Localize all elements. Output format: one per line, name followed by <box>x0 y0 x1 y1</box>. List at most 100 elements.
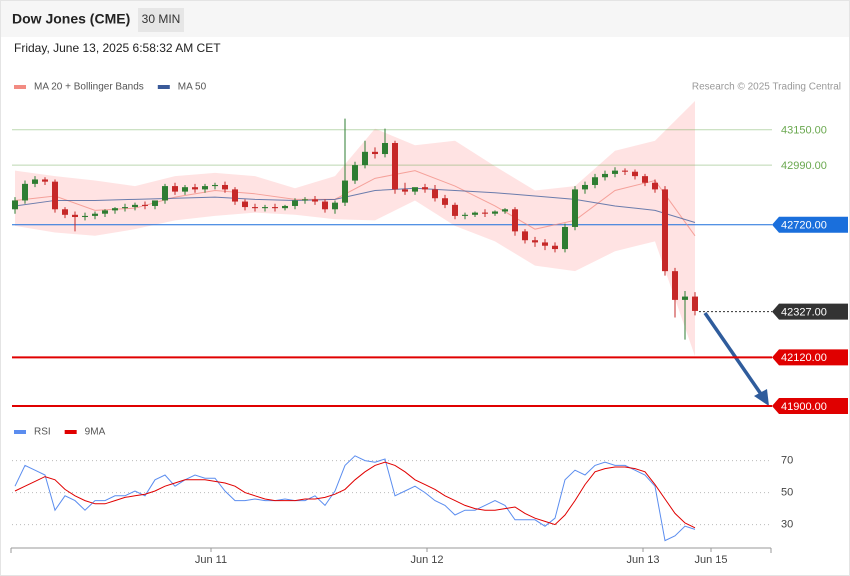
candle-body <box>82 215 88 218</box>
candle-body <box>172 186 178 192</box>
bollinger-band <box>15 101 695 357</box>
legend-swatch <box>64 430 77 434</box>
x-tick-label: Jun 11 <box>195 554 227 566</box>
forecast-arrowhead <box>754 389 769 406</box>
candle-body <box>662 189 668 272</box>
candle-body <box>62 209 68 215</box>
legend-label: MA 50 <box>178 82 207 93</box>
candle-body <box>132 204 138 208</box>
price-tag-label: 42720.00 <box>781 220 827 232</box>
candle-body <box>562 226 568 250</box>
candle-body <box>322 201 328 210</box>
candle-body <box>252 207 258 209</box>
x-tick-label: Jun 12 <box>410 554 443 566</box>
y-tick-label: 30 <box>781 519 793 531</box>
candle-body <box>432 189 438 199</box>
candle-body <box>282 205 288 209</box>
candle-body <box>642 176 648 183</box>
candle-body <box>292 200 298 206</box>
candle-body <box>572 189 578 227</box>
candle-body <box>32 179 38 184</box>
candle-body <box>522 231 528 241</box>
candle-body <box>42 179 48 182</box>
candle-body <box>152 200 158 206</box>
candle-body <box>272 207 278 209</box>
price-level-label: 43150.00 <box>781 125 827 137</box>
candle-body <box>422 187 428 190</box>
candle-body <box>302 199 308 201</box>
x-tick-label: Jun 13 <box>626 554 659 566</box>
candle-body <box>602 173 608 178</box>
interval: 30 MIN <box>142 12 181 26</box>
candle-body <box>142 204 148 206</box>
title: Dow Jones (CME) <box>12 11 130 27</box>
legend-label: RSI <box>34 427 51 438</box>
candle-body <box>212 184 218 187</box>
candle-body <box>612 170 618 174</box>
indicator-line <box>14 461 696 529</box>
candle-body <box>222 184 228 190</box>
legend-swatch <box>14 85 26 89</box>
candle-body <box>582 184 588 190</box>
candle-body <box>652 182 658 190</box>
candle-body <box>22 183 28 201</box>
candle-body <box>92 213 98 216</box>
candle-body <box>462 214 468 216</box>
candle-body <box>122 207 128 209</box>
candle-body <box>52 181 58 210</box>
candle-body <box>162 186 168 201</box>
candle-body <box>482 212 488 214</box>
y-tick-label: 50 <box>781 487 793 499</box>
candle-body <box>342 180 348 203</box>
candle-body <box>262 207 268 209</box>
candle-body <box>682 296 688 300</box>
forecast-arrow <box>703 312 765 398</box>
candle-body <box>362 151 368 166</box>
x-tick-label: Jun 15 <box>694 554 727 566</box>
candle-body <box>352 165 358 181</box>
date: Friday, June 13, 2025 6:58:32 AM CET <box>14 41 221 55</box>
candle-body <box>532 240 538 243</box>
candle-body <box>372 151 378 155</box>
candle-body <box>452 204 458 216</box>
legend-swatch <box>157 85 170 89</box>
candle-body <box>392 142 398 190</box>
candle-body <box>412 187 418 192</box>
candle-body <box>182 187 188 192</box>
price-tag <box>772 349 848 366</box>
credit: Research © 2025 Trading Central <box>692 82 841 93</box>
candle-body <box>382 142 388 155</box>
price-level-label: 42990.00 <box>781 160 827 172</box>
candle-body <box>192 187 198 190</box>
moving-average <box>14 170 696 237</box>
candle-body <box>622 170 628 172</box>
legend-label: 9MA <box>85 427 106 438</box>
candle-body <box>242 201 248 208</box>
indicator-line <box>14 455 696 542</box>
candle-body <box>632 171 638 177</box>
candle-body <box>202 186 208 190</box>
legend-swatch <box>14 430 26 434</box>
price-tag <box>772 303 848 320</box>
candle-body <box>552 245 558 250</box>
candle-body <box>402 189 408 192</box>
candle-body <box>12 200 18 210</box>
moving-average <box>14 187 696 224</box>
candle-body <box>312 199 318 202</box>
price-tag <box>772 397 848 414</box>
price-tag <box>772 216 848 233</box>
candle-body <box>502 209 508 212</box>
candle-body <box>332 202 338 210</box>
price-tag-label: 41900.00 <box>781 401 827 413</box>
candle-body <box>492 211 498 214</box>
candle-body <box>442 198 448 205</box>
candle-body <box>102 210 108 214</box>
candle-body <box>72 214 78 218</box>
candle-body <box>112 208 118 211</box>
price-tag-label: 42120.00 <box>781 352 827 364</box>
y-tick-label: 70 <box>781 455 793 467</box>
price-tag-label: 42327.00 <box>781 306 827 318</box>
candle-body <box>542 242 548 246</box>
